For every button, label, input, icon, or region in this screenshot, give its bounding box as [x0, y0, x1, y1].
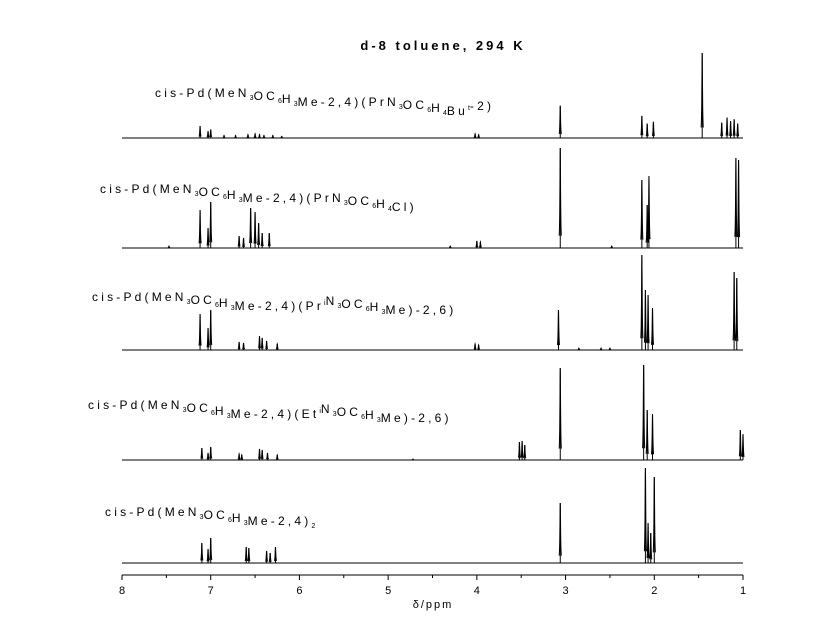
spectrum-label: cis-Pd(MeN3OC6H3Me-2,4)(PrN3OC6H4But-2) — [155, 86, 494, 118]
spectrum-label: cis-Pd(MeN3OC6H3Me-2,4)(PriN3OC6H3Me)-2,… — [92, 290, 456, 317]
x-axis-ticks: 8 7 6 5 4 3 2 1 — [119, 575, 746, 597]
spectrum-5: cis-Pd(MeN3OC6H3Me-2,4)2 — [105, 467, 743, 564]
x-tick-label: 2 — [651, 585, 657, 597]
x-tick-label: 8 — [119, 585, 125, 597]
spectra-group: cis-Pd(MeN3OC6H3Me-2,4)(PrN3OC6H4But-2) c… — [88, 52, 745, 564]
spectrum-1: cis-Pd(MeN3OC6H3Me-2,4)(PrN3OC6H4But-2) — [122, 52, 743, 139]
x-tick-label: 1 — [740, 585, 746, 597]
spectrum-4: cis-Pd(MeN3OC6H3Me-2,4)(EtiN3OC6H3Me)-2,… — [88, 364, 745, 461]
spectrum-label: cis-Pd(MeN3OC6H3Me-2,4)(EtiN3OC6H3Me)-2,… — [88, 398, 452, 425]
spectrum-label: cis-Pd(MeN3OC6H3Me-2,4)(PrN3OC6H4Cl) — [100, 182, 417, 214]
spectrum-2: cis-Pd(MeN3OC6H3Me-2,4)(PrN3OC6H4Cl) — [100, 147, 743, 249]
x-tick-label: 5 — [385, 585, 391, 597]
chart-title: d-8 toluene, 294 K — [360, 38, 525, 53]
x-tick-label: 3 — [563, 585, 569, 597]
x-axis-label: δ/ppm — [413, 599, 454, 611]
spectrum-3: cis-Pd(MeN3OC6H3Me-2,4)(PriN3OC6H3Me)-2,… — [92, 254, 743, 351]
x-axis: 8 7 6 5 4 3 2 1 — [119, 574, 746, 597]
spectrum-label: cis-Pd(MeN3OC6H3Me-2,4)2 — [105, 505, 315, 530]
x-tick-label: 6 — [296, 585, 302, 597]
x-tick-label: 4 — [474, 585, 480, 597]
x-tick-label: 7 — [208, 585, 214, 597]
